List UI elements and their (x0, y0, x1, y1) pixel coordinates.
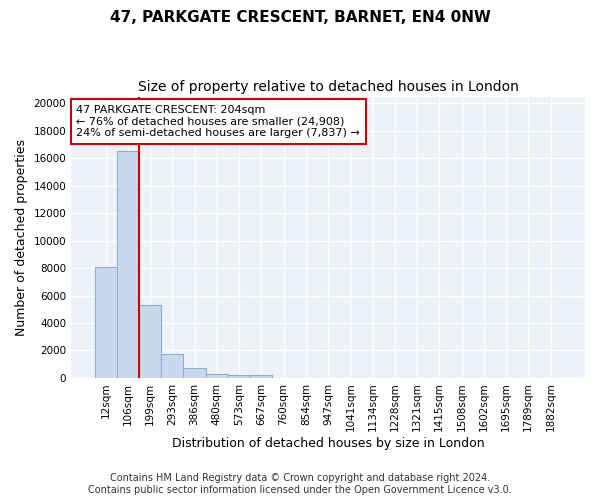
Text: Contains HM Land Registry data © Crown copyright and database right 2024.
Contai: Contains HM Land Registry data © Crown c… (88, 474, 512, 495)
Bar (184, 368, 206, 378)
Bar (117, 152, 139, 378)
Title: Size of property relative to detached houses in London: Size of property relative to detached ho… (137, 80, 518, 94)
Bar (228, 375, 250, 378)
Text: 47 PARKGATE CRESCENT: 204sqm
← 76% of detached houses are smaller (24,908)
24% o: 47 PARKGATE CRESCENT: 204sqm ← 76% of de… (76, 105, 360, 138)
Bar (206, 374, 228, 378)
X-axis label: Distribution of detached houses by size in London: Distribution of detached houses by size … (172, 437, 484, 450)
Y-axis label: Number of detached properties: Number of detached properties (15, 138, 28, 336)
Bar (250, 375, 272, 378)
Bar (161, 354, 184, 378)
Text: 47, PARKGATE CRESCENT, BARNET, EN4 0NW: 47, PARKGATE CRESCENT, BARNET, EN4 0NW (110, 10, 490, 25)
Bar (139, 305, 161, 378)
Bar (95, 266, 117, 378)
